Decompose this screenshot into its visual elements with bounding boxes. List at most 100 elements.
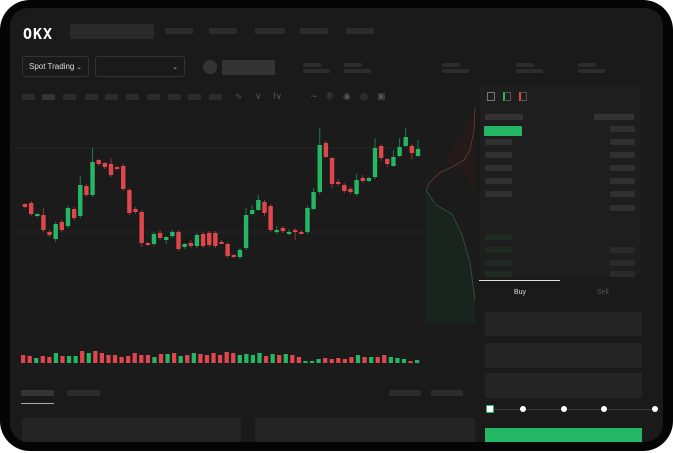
- candle: [323, 143, 329, 157]
- volume-bar: [152, 357, 157, 363]
- depth-asks: [428, 108, 475, 192]
- tab-sell[interactable]: Sell: [597, 289, 609, 296]
- timeframe-button[interactable]: [63, 94, 76, 100]
- price-chart[interactable]: [10, 8, 663, 442]
- nav-item[interactable]: [346, 28, 374, 34]
- slider-mark[interactable]: [652, 406, 658, 412]
- sparkline-icon[interactable]: ∨: [255, 91, 262, 101]
- orderbook-bids-icon[interactable]: [503, 92, 511, 101]
- candle: [194, 235, 200, 246]
- filter-button[interactable]: [431, 390, 463, 396]
- pair-selector[interactable]: ⌄: [95, 56, 185, 77]
- orderbook-cell: [610, 271, 635, 277]
- candle: [47, 232, 52, 235]
- volume-bar: [382, 355, 387, 363]
- orderbook-cell: [610, 191, 635, 197]
- volume-bar: [257, 353, 262, 363]
- candle: [65, 208, 71, 226]
- indicator-icon[interactable]: f∨: [273, 91, 283, 101]
- nav-item[interactable]: [255, 28, 285, 34]
- candle: [90, 162, 95, 195]
- volume-bar: [316, 359, 321, 363]
- candle: [71, 209, 77, 218]
- orderbook-cell: [485, 152, 512, 158]
- amount-slider[interactable]: [486, 405, 658, 413]
- candle: [243, 215, 249, 248]
- volume-bar: [27, 356, 32, 363]
- volume-bar: [408, 361, 413, 363]
- ruler-icon[interactable]: ⦾: [326, 91, 334, 101]
- candle: [121, 166, 126, 189]
- buy-button[interactable]: [485, 428, 642, 442]
- nav-item[interactable]: [165, 28, 193, 34]
- pair-price: [222, 60, 275, 75]
- tab-buy[interactable]: Buy: [514, 289, 527, 296]
- slider-mark[interactable]: [601, 406, 607, 412]
- slider-handle[interactable]: [486, 405, 494, 413]
- amount-input[interactable]: [485, 343, 642, 368]
- orderbook-cell: [610, 126, 635, 132]
- candle: [237, 250, 243, 257]
- volume-bar: [191, 353, 196, 363]
- volume-bar: [21, 355, 26, 363]
- app-screen: OKX Spot Trading ⌄ ⌄ ∿ ∨ f∨ ∼ ⦾ ◉ ◎ ▣: [10, 8, 663, 442]
- tab-open-orders[interactable]: [21, 390, 54, 396]
- volume-bar: [145, 355, 150, 363]
- tab-order-history[interactable]: [67, 390, 100, 396]
- candle: [170, 232, 175, 236]
- fullscreen-icon[interactable]: ▣: [377, 91, 386, 101]
- search-bar[interactable]: [70, 24, 154, 39]
- candle: [403, 137, 408, 146]
- candle: [348, 189, 353, 192]
- timeframe-button[interactable]: [209, 94, 222, 100]
- volume-bar: [185, 355, 190, 363]
- candle: [182, 244, 187, 247]
- stat-value: [578, 69, 605, 73]
- candle: [335, 182, 341, 184]
- candle: [145, 243, 151, 245]
- nav-item[interactable]: [209, 28, 237, 34]
- timeframe-button[interactable]: [168, 94, 181, 100]
- timeframe-button[interactable]: [22, 94, 35, 100]
- total-input[interactable]: [485, 373, 642, 398]
- orderbook-cell: [485, 247, 512, 253]
- volume-bar: [119, 357, 124, 363]
- volume-bar: [106, 355, 111, 363]
- volume-bar: [132, 353, 137, 363]
- timeframe-button[interactable]: [85, 94, 98, 100]
- orderbook-cell: [485, 165, 512, 171]
- candle: [53, 224, 58, 239]
- slider-mark[interactable]: [520, 406, 526, 412]
- timeframe-button[interactable]: [126, 94, 139, 100]
- volume-bar: [336, 358, 341, 363]
- candle: [84, 186, 89, 195]
- volume-bar: [309, 361, 315, 363]
- orderbook-cell: [485, 271, 512, 277]
- orderbook-asks-icon[interactable]: [519, 92, 527, 101]
- timeframe-button[interactable]: [42, 94, 55, 100]
- filter-button[interactable]: [389, 390, 421, 396]
- nav-item[interactable]: [300, 28, 328, 34]
- slider-mark[interactable]: [561, 406, 567, 412]
- volume-bar: [349, 357, 354, 363]
- orderbook-both-icon[interactable]: [487, 92, 495, 101]
- orderbook-cell: [610, 247, 635, 253]
- wave-icon[interactable]: ∼: [310, 91, 318, 101]
- timeframe-button[interactable]: [105, 94, 118, 100]
- camera-icon[interactable]: ◉: [343, 91, 351, 101]
- candle: [280, 228, 286, 231]
- volume-bar: [263, 356, 269, 363]
- settings-icon[interactable]: ◎: [360, 91, 368, 101]
- price-input[interactable]: [485, 312, 642, 336]
- volume-bar: [323, 358, 328, 363]
- candle: [188, 243, 193, 246]
- candle: [299, 232, 304, 234]
- timeframe-button[interactable]: [188, 94, 201, 100]
- timeframe-button[interactable]: [147, 94, 160, 100]
- line-icon[interactable]: ∿: [235, 91, 243, 101]
- candle: [385, 159, 390, 164]
- volume-bar: [369, 357, 374, 363]
- orderbook-cell: [485, 139, 512, 145]
- market-selector[interactable]: Spot Trading ⌄: [22, 56, 89, 77]
- okx-logo[interactable]: OKX: [23, 25, 54, 43]
